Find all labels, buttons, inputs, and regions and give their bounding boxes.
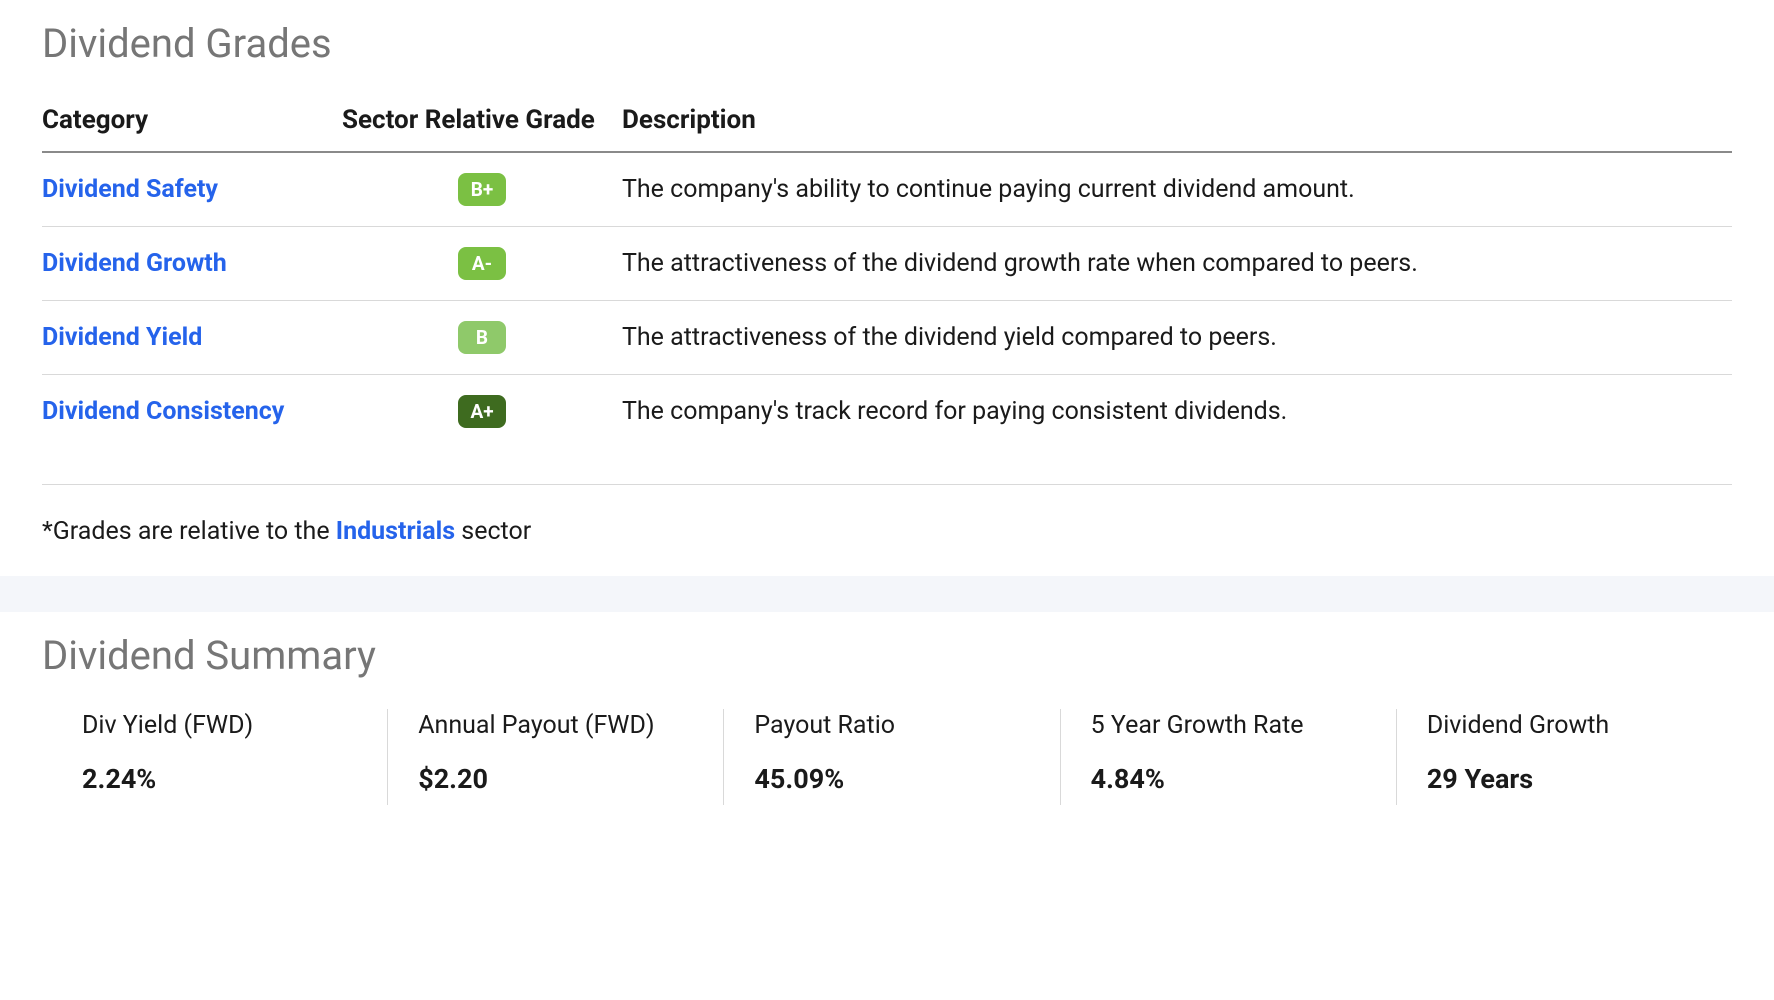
dividend-summary-title: Dividend Summary: [42, 632, 1732, 679]
summary-value: 45.09%: [754, 763, 1029, 795]
grade-description: The company's ability to continue paying…: [622, 152, 1732, 227]
table-row: Dividend Growth A- The attractiveness of…: [42, 227, 1732, 301]
grades-header-row: Category Sector Relative Grade Descripti…: [42, 95, 1732, 152]
summary-item-5yr-growth: 5 Year Growth Rate 4.84%: [1061, 709, 1397, 805]
footnote-prefix: *Grades are relative to the: [42, 517, 336, 546]
grade-description: The attractiveness of the dividend yield…: [622, 301, 1732, 375]
table-row: Dividend Consistency A+ The company's tr…: [42, 375, 1732, 449]
grade-badge: A-: [458, 247, 506, 280]
grades-table: Category Sector Relative Grade Descripti…: [42, 95, 1732, 448]
sector-link[interactable]: Industrials: [336, 517, 455, 546]
dividend-grades-title: Dividend Grades: [42, 20, 1732, 67]
header-grade: Sector Relative Grade: [342, 95, 622, 152]
summary-value: 29 Years: [1427, 763, 1702, 795]
header-description: Description: [622, 95, 1732, 152]
grades-footnote: *Grades are relative to the Industrials …: [42, 517, 1732, 546]
grade-badge: B+: [458, 173, 506, 206]
footnote-divider: *Grades are relative to the Industrials …: [42, 484, 1732, 546]
header-category: Category: [42, 95, 342, 152]
grade-description: The company's track record for paying co…: [622, 375, 1732, 449]
dividend-safety-link[interactable]: Dividend Safety: [42, 175, 218, 204]
summary-label: Dividend Growth: [1427, 709, 1702, 743]
section-divider-band: [0, 576, 1774, 612]
summary-label: Annual Payout (FWD): [418, 709, 693, 743]
summary-value: 2.24%: [82, 763, 357, 795]
dividend-grades-section: Dividend Grades Category Sector Relative…: [0, 0, 1774, 576]
summary-row: Div Yield (FWD) 2.24% Annual Payout (FWD…: [42, 709, 1732, 805]
grade-badge: B: [458, 321, 506, 354]
table-row: Dividend Yield B The attractiveness of t…: [42, 301, 1732, 375]
summary-item-div-yield: Div Yield (FWD) 2.24%: [42, 709, 388, 805]
summary-item-dividend-growth: Dividend Growth 29 Years: [1397, 709, 1732, 805]
summary-value: $2.20: [418, 763, 693, 795]
grade-description: The attractiveness of the dividend growt…: [622, 227, 1732, 301]
summary-label: 5 Year Growth Rate: [1091, 709, 1366, 743]
summary-item-payout-ratio: Payout Ratio 45.09%: [724, 709, 1060, 805]
summary-label: Div Yield (FWD): [82, 709, 357, 743]
dividend-yield-link[interactable]: Dividend Yield: [42, 323, 202, 352]
dividend-consistency-link[interactable]: Dividend Consistency: [42, 397, 284, 426]
dividend-summary-section: Dividend Summary Div Yield (FWD) 2.24% A…: [0, 612, 1774, 835]
grade-badge: A+: [458, 395, 506, 428]
summary-value: 4.84%: [1091, 763, 1366, 795]
table-row: Dividend Safety B+ The company's ability…: [42, 152, 1732, 227]
summary-item-annual-payout: Annual Payout (FWD) $2.20: [388, 709, 724, 805]
summary-label: Payout Ratio: [754, 709, 1029, 743]
dividend-growth-link[interactable]: Dividend Growth: [42, 249, 227, 278]
footnote-suffix: sector: [455, 517, 531, 546]
